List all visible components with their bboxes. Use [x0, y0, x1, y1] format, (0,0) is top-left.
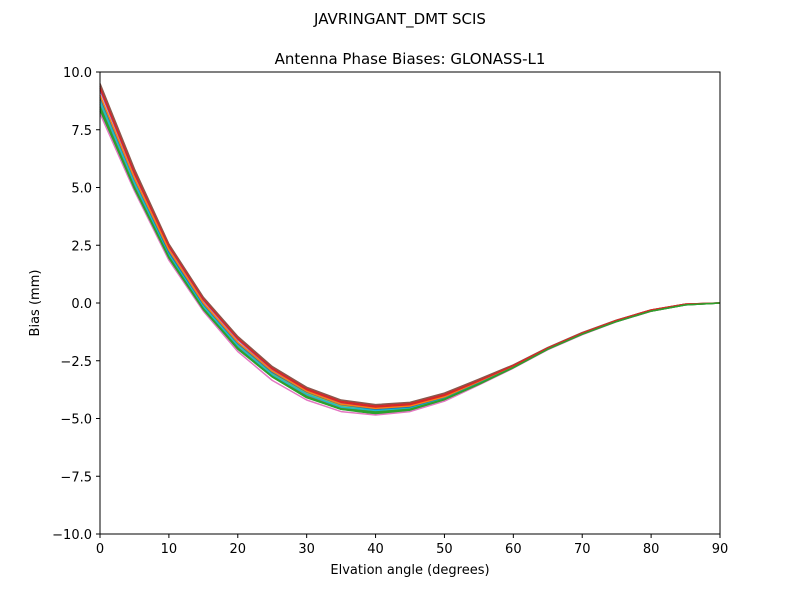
x-axis-label: Elvation angle (degrees)	[330, 563, 489, 578]
series-line-12	[99, 87, 721, 408]
y-tick-label: −5.0	[60, 413, 92, 428]
chart-suptitle: JAVRINGANT_DMT SCIS	[313, 10, 486, 29]
chart-title: Antenna Phase Biases: GLONASS-L1	[275, 50, 546, 68]
plot-lines	[99, 83, 721, 416]
y-tick-label: 10.0	[63, 66, 92, 81]
y-axis: −10.0 −7.5 −5.0 −2.5 0.0 2.5 5.0 7.5 10.0	[52, 66, 100, 543]
x-tick-label: 20	[230, 542, 247, 557]
x-tick-label: 0	[96, 542, 104, 557]
x-tick-label: 90	[712, 542, 729, 557]
x-tick-label: 40	[367, 542, 384, 557]
x-axis: 0 10 20 30 40 50 60 70 80 90	[96, 534, 728, 557]
y-tick-label: 0.0	[71, 297, 92, 312]
x-tick-label: 70	[574, 542, 591, 557]
y-tick-label: −10.0	[52, 528, 92, 543]
y-tick-label: 2.5	[71, 239, 92, 254]
x-tick-label: 60	[505, 542, 522, 557]
series-line-13	[99, 108, 721, 414]
x-tick-label: 30	[298, 542, 315, 557]
y-tick-label: −7.5	[60, 470, 92, 485]
x-tick-label: 50	[436, 542, 453, 557]
x-tick-label: 10	[161, 542, 178, 557]
x-tick-label: 80	[643, 542, 660, 557]
y-tick-label: 7.5	[71, 124, 92, 139]
y-tick-label: −2.5	[60, 355, 92, 370]
y-tick-label: 5.0	[71, 182, 92, 197]
y-axis-label: Bias (mm)	[28, 270, 43, 337]
